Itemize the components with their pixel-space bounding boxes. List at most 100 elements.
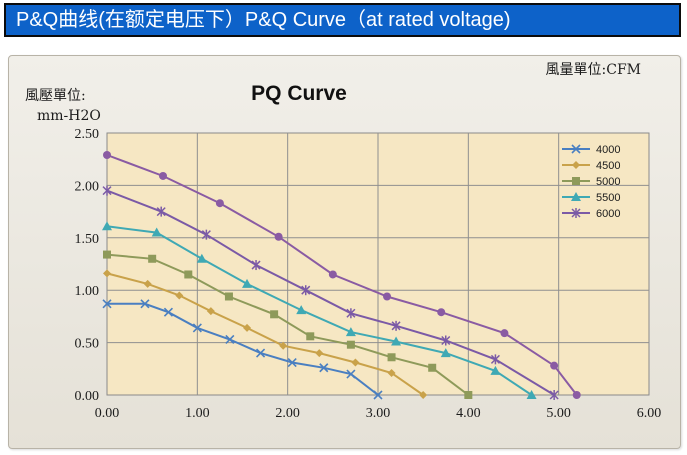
data-point <box>192 323 202 333</box>
data-point <box>387 353 396 362</box>
x-tick-label: 6.00 <box>637 406 662 421</box>
data-point <box>175 291 184 300</box>
data-point <box>550 361 559 370</box>
marker-stroke <box>256 348 266 358</box>
page-header-banner: P&Q曲线(在额定电压下）P&Q Curve（at rated voltage) <box>4 3 681 37</box>
data-point <box>441 335 451 346</box>
y-tick-label: 1.00 <box>75 284 100 299</box>
data-point <box>148 254 157 263</box>
marker-stroke <box>571 144 581 154</box>
data-point <box>428 363 437 372</box>
marker-stroke <box>346 369 356 379</box>
x-tick-label: 2.00 <box>275 406 300 421</box>
legend: 4000 4500 5000 5500 6000 <box>562 144 620 220</box>
data-point <box>391 336 402 346</box>
series-6000-circle <box>103 151 581 399</box>
data-point <box>301 285 311 296</box>
data-point <box>103 250 111 259</box>
marker-stroke <box>373 390 383 400</box>
data-point <box>225 334 235 345</box>
series-line <box>106 154 578 396</box>
legend-label: 6000 <box>596 208 620 220</box>
data-point <box>346 308 356 319</box>
data-point <box>351 358 360 367</box>
data-point <box>279 341 288 350</box>
x-axis-label: 風量單位:CFM <box>546 62 641 78</box>
data-point <box>345 327 356 337</box>
data-point <box>328 270 337 279</box>
legend-label: 4000 <box>596 144 620 156</box>
data-point <box>102 185 112 196</box>
y-tick-label: 2.00 <box>75 179 100 194</box>
data-point <box>159 171 168 180</box>
data-point <box>270 310 279 319</box>
data-point <box>215 199 224 208</box>
pq-curve-chart: PQ Curve 風壓單位: mm-H2O 風量單位:CFM 0.00 1.00 2… <box>25 62 662 421</box>
legend-label: 5500 <box>596 192 620 204</box>
x-tick-label: 0.00 <box>95 406 120 421</box>
data-point <box>103 151 111 160</box>
data-point <box>224 292 233 301</box>
data-point <box>306 332 315 341</box>
data-point <box>549 390 559 400</box>
page-header-text: P&Q曲线(在额定电压下）P&Q Curve（at rated voltage) <box>16 9 511 31</box>
data-point <box>140 299 150 309</box>
data-point <box>391 320 401 331</box>
data-point <box>490 365 501 375</box>
marker-stroke <box>192 323 202 333</box>
data-point <box>440 348 451 358</box>
data-point <box>151 227 162 237</box>
y-tick-label: 1.50 <box>75 232 100 247</box>
marker-stroke <box>287 357 297 368</box>
series-4500 <box>103 269 428 399</box>
data-point <box>319 363 329 373</box>
x-tick-label: 5.00 <box>546 406 571 421</box>
series-line <box>106 189 555 396</box>
x-tick-label: 4.00 <box>456 406 481 421</box>
data-point <box>242 278 253 288</box>
series-5000 <box>103 250 473 399</box>
data-point <box>526 390 537 399</box>
series-line <box>107 302 379 396</box>
y-tick-label: 0.50 <box>75 337 100 352</box>
legend-label: 4500 <box>596 160 620 172</box>
data-point <box>243 323 252 332</box>
data-point <box>102 221 112 231</box>
data-point <box>196 253 207 263</box>
data-point <box>419 391 428 399</box>
series-line <box>106 225 533 396</box>
data-point <box>464 391 473 399</box>
data-point <box>143 279 152 288</box>
marker-stroke <box>140 299 150 309</box>
series-5500 <box>102 221 537 399</box>
data-point <box>274 232 283 241</box>
data-point <box>184 270 193 279</box>
x-tick-label: 1.00 <box>185 406 210 421</box>
series-line <box>106 272 424 396</box>
marker-stroke <box>225 334 235 345</box>
legend-marker <box>571 208 581 218</box>
y-tick-label: 2.50 <box>75 127 100 142</box>
data-point <box>287 357 297 368</box>
data-point <box>315 349 324 358</box>
y-axis-label-line2: mm-H2O <box>37 108 101 124</box>
legend-marker <box>572 177 580 185</box>
legend-marker <box>571 192 581 201</box>
series-6000 <box>102 185 559 400</box>
data-point <box>346 369 356 379</box>
legend-marker <box>572 161 580 169</box>
marker-stroke <box>319 363 329 373</box>
data-point <box>206 307 215 316</box>
data-point <box>437 308 446 317</box>
y-axis-label-line1: 風壓單位: <box>25 88 86 104</box>
data-point <box>383 292 392 301</box>
data-point <box>103 269 111 278</box>
marker-stroke <box>102 299 112 309</box>
data-point <box>256 348 266 358</box>
legend-label: 5000 <box>596 176 620 188</box>
data-point <box>490 354 500 365</box>
x-tick-label: 3.00 <box>366 406 391 421</box>
data-point <box>387 368 396 377</box>
data-point <box>296 305 307 315</box>
series-4000 <box>102 299 383 400</box>
